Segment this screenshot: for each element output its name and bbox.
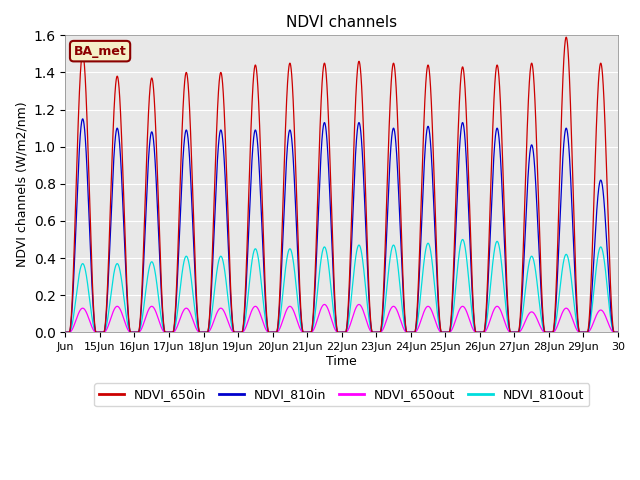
Y-axis label: NDVI channels (W/m2/nm): NDVI channels (W/m2/nm): [15, 101, 28, 266]
Legend: NDVI_650in, NDVI_810in, NDVI_650out, NDVI_810out: NDVI_650in, NDVI_810in, NDVI_650out, NDV…: [94, 383, 589, 406]
Text: BA_met: BA_met: [74, 45, 127, 58]
Title: NDVI channels: NDVI channels: [286, 15, 397, 30]
X-axis label: Time: Time: [326, 355, 357, 368]
